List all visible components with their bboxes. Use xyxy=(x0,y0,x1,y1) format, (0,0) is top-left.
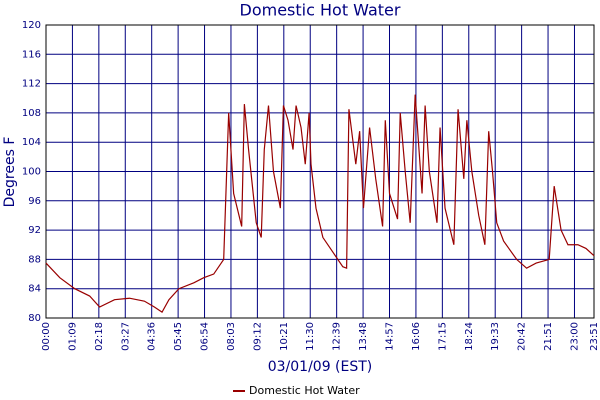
x-tick-label: 18:24 xyxy=(464,322,475,351)
x-tick-label: 21:51 xyxy=(543,322,554,351)
x-tick-label: 08:03 xyxy=(226,322,237,351)
y-tick-label: 120 xyxy=(22,20,41,31)
x-tick-label: 06:54 xyxy=(200,322,211,351)
chart-title: Domestic Hot Water xyxy=(240,1,401,20)
y-tick-label: 88 xyxy=(28,254,41,265)
x-tick-label: 05:45 xyxy=(173,322,184,351)
y-tick-label: 104 xyxy=(22,137,41,148)
y-tick-label: 92 xyxy=(28,225,41,236)
y-tick-label: 112 xyxy=(22,79,41,90)
x-tick-label: 16:06 xyxy=(411,322,422,351)
x-tick-label: 11:30 xyxy=(305,322,316,351)
x-tick-label: 00:00 xyxy=(41,322,52,351)
x-tick-label: 02:18 xyxy=(94,322,105,351)
legend-label: Domestic Hot Water xyxy=(249,384,360,397)
x-tick-label: 19:33 xyxy=(490,322,501,351)
x-tick-label: 12:39 xyxy=(332,322,343,351)
y-axis-label: Degrees F xyxy=(2,137,18,208)
x-tick-label: 13:48 xyxy=(358,322,369,351)
data-line xyxy=(45,94,595,314)
x-tick-label: 01:09 xyxy=(67,322,78,351)
x-tick-label: 23:00 xyxy=(569,322,580,351)
x-tick-label: 04:36 xyxy=(147,322,158,351)
x-tick-label: 20:42 xyxy=(517,322,528,351)
x-tick-label: 14:57 xyxy=(385,322,396,351)
x-tick-label: 09:12 xyxy=(252,322,263,351)
x-tick-label: 17:15 xyxy=(437,322,448,351)
x-tick-label: 10:21 xyxy=(279,322,290,351)
x-axis-label: 03/01/09 (EST) xyxy=(268,359,373,375)
y-tick-label: 100 xyxy=(22,167,41,178)
y-tick-label: 108 xyxy=(22,108,41,119)
y-tick-label: 84 xyxy=(28,284,41,295)
y-tick-label: 116 xyxy=(22,49,41,60)
y-tick-label: 96 xyxy=(28,196,41,207)
x-tick-label: 03:27 xyxy=(120,322,131,351)
y-tick-label: 80 xyxy=(28,313,41,324)
plot-border xyxy=(45,24,595,319)
x-tick-label: 23:51 xyxy=(589,322,600,351)
